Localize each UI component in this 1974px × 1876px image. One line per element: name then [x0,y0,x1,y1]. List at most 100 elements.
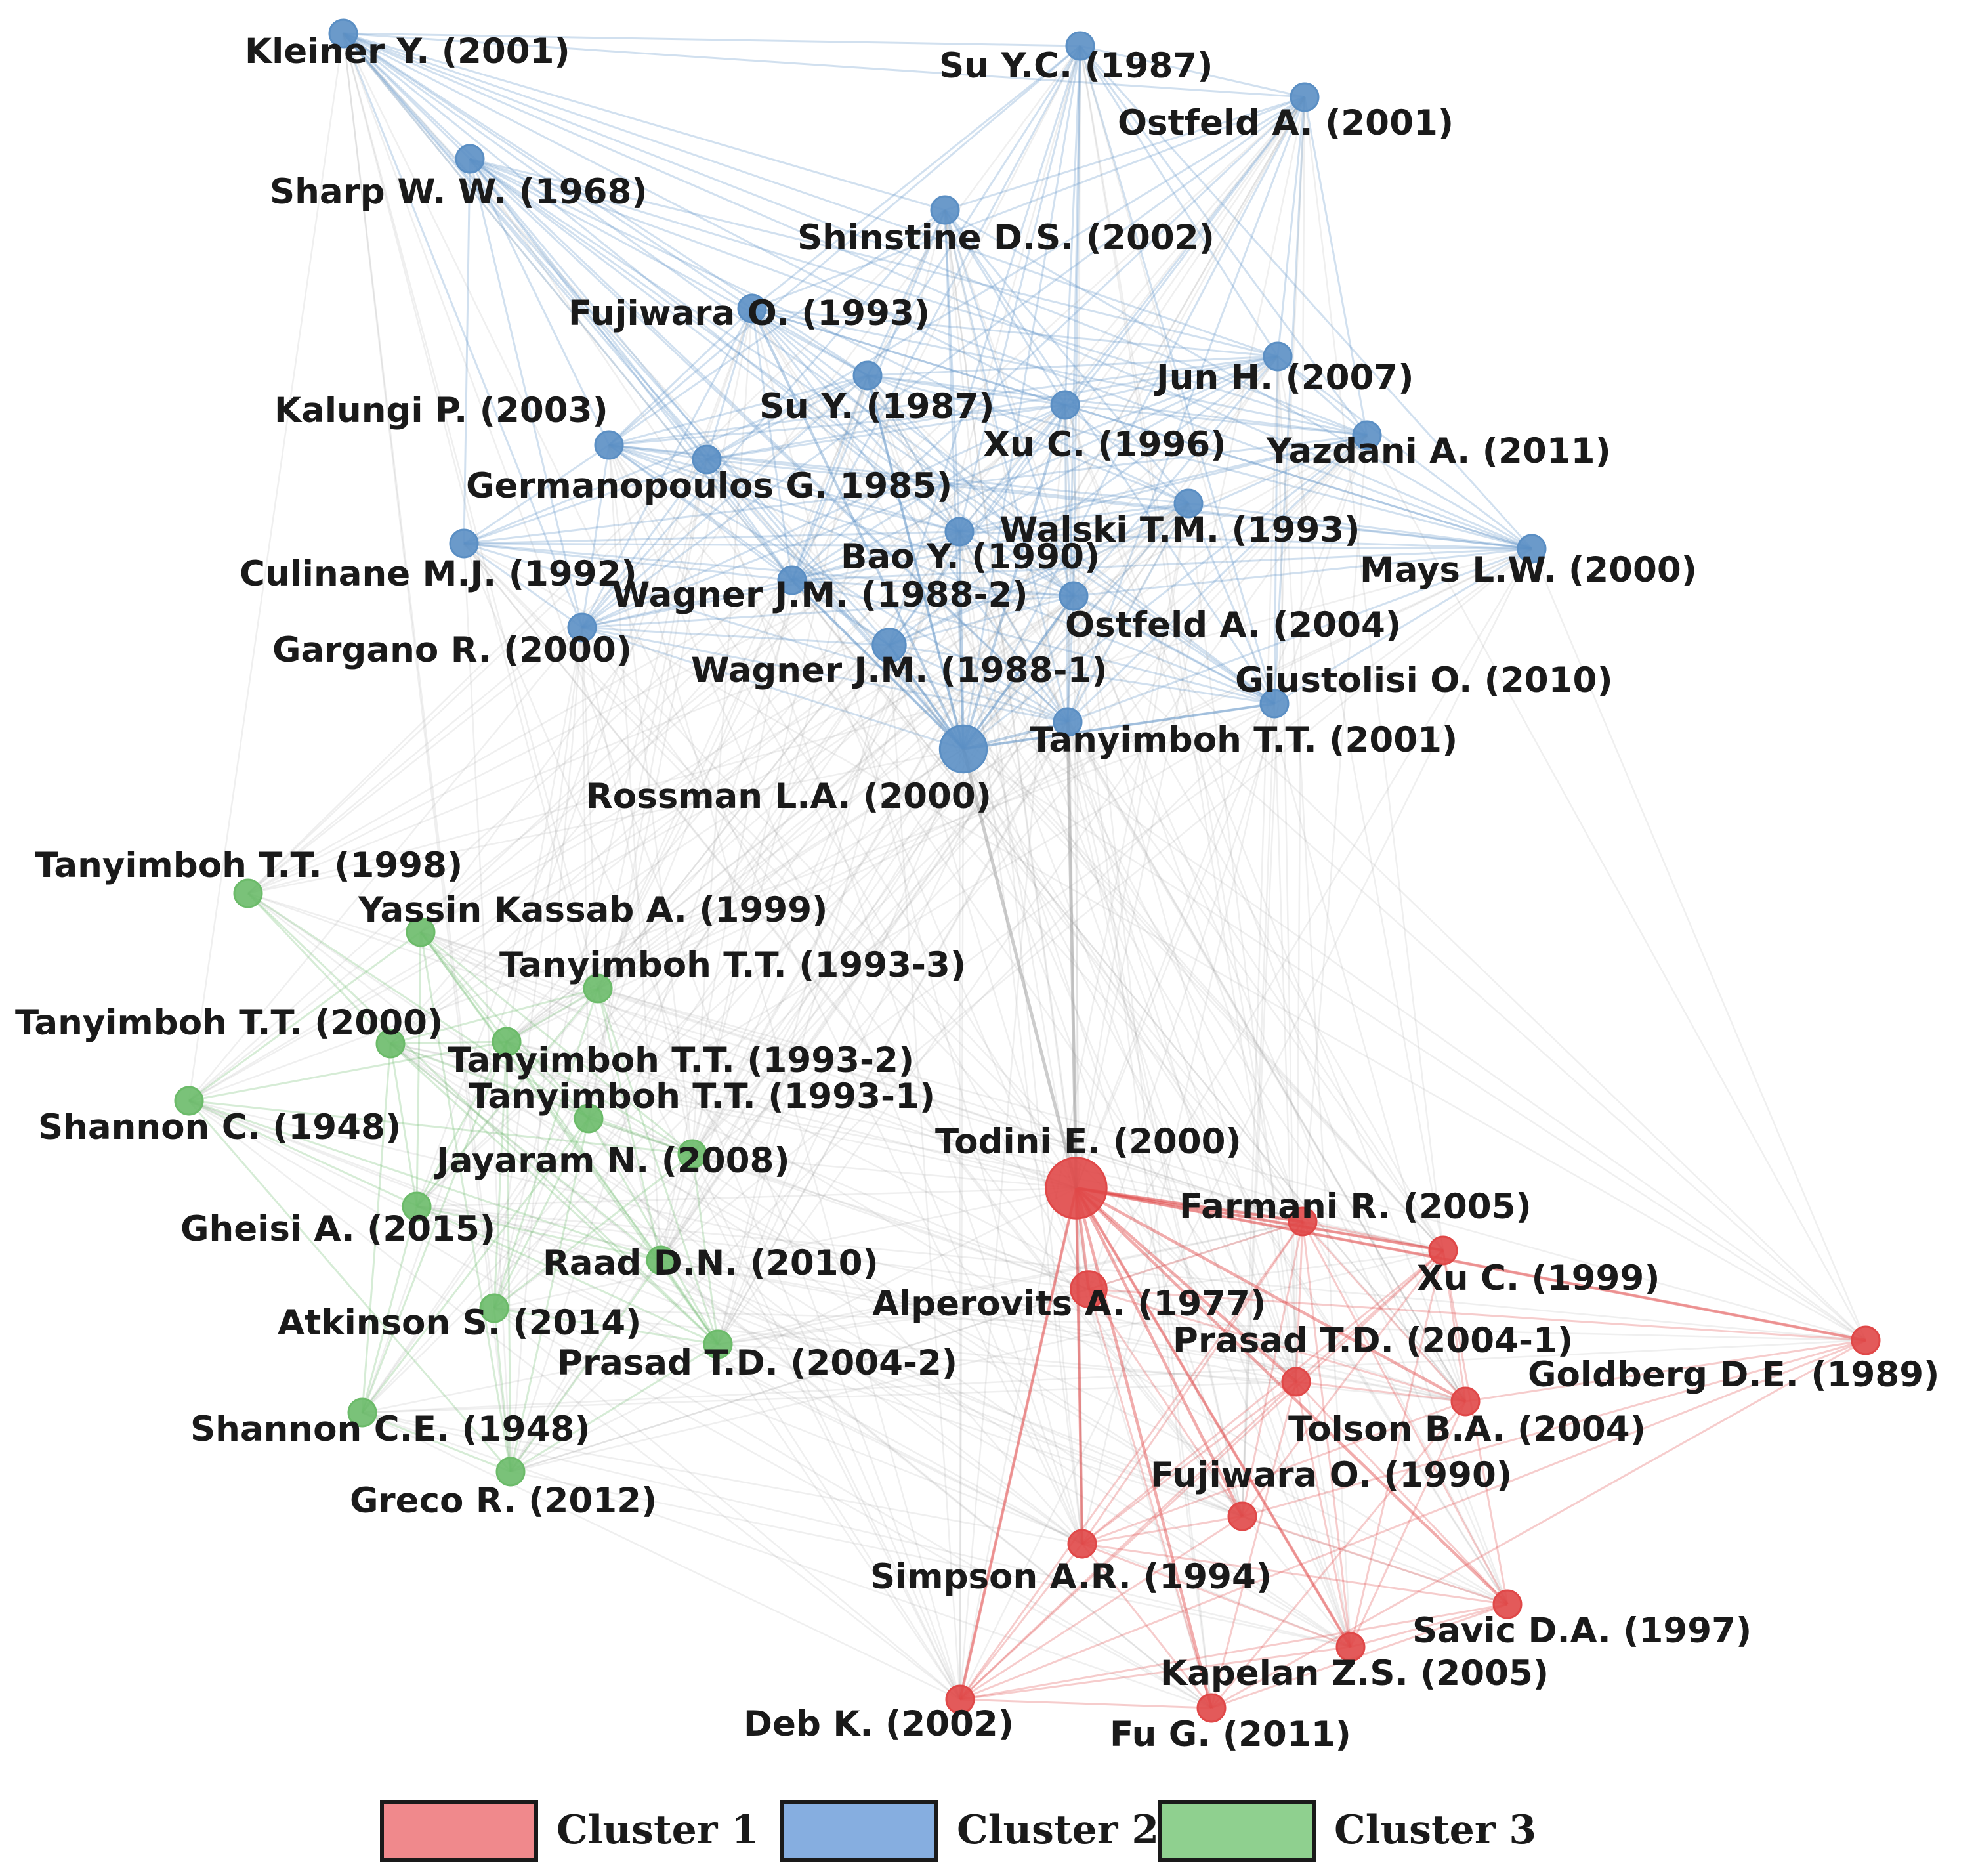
citation-edge [1066,595,1075,723]
citation-edge [1210,1381,1297,1709]
node-ostfeld2004[interactable] [1059,581,1089,611]
node-deb2002[interactable] [945,1684,975,1715]
citation-edge [581,444,610,628]
node-yassin1999[interactable] [406,917,436,947]
node-tanyimboh1993a[interactable] [574,1103,604,1134]
node-jayaram2008[interactable] [677,1139,707,1169]
node-simpson1994[interactable] [1067,1529,1097,1559]
citation-edge [420,502,1189,933]
citation-edge [588,1117,1089,1290]
node-kapelan2005[interactable] [1335,1632,1366,1662]
node-wagner1988b[interactable] [777,565,807,595]
node-suy1987[interactable] [852,360,883,391]
citation-edge [608,444,890,647]
node-mays2000[interactable] [1517,534,1547,564]
node-kleiner2001[interactable] [328,18,358,49]
node-label-gheisi2015: Gheisi A. (2015) [180,1209,495,1249]
node-tanyimboh2000[interactable] [375,1029,406,1059]
node-bao1990[interactable] [944,517,975,547]
citation-edge [962,404,1066,750]
citation-edge [608,444,1074,597]
citation-edge [188,1099,693,1155]
citation-edge [581,626,964,750]
citation-edge [247,892,589,1120]
node-jun2007[interactable] [1263,341,1293,372]
citation-edge [1066,721,1467,1402]
node-shannonc1948[interactable] [174,1086,204,1116]
citation-edge [361,96,1306,1413]
citation-edge [247,893,1083,1545]
citation-edge [597,988,662,1261]
node-wagner1988a[interactable] [872,628,907,663]
node-walski1993[interactable] [1173,488,1204,519]
citation-edge [660,1259,1297,1383]
citation-edge [791,580,1466,1402]
node-todini2000[interactable] [1045,1157,1108,1220]
node-tanyimboh1998[interactable] [233,878,263,908]
citation-edge [944,209,1090,1290]
citation-edge [390,1042,1508,1606]
citation-edge [660,548,1532,1261]
node-tolson2004[interactable] [1450,1386,1480,1417]
citation-edge [608,404,1066,446]
node-tanyimboh1993c[interactable] [583,973,613,1004]
citation-edge [494,1307,719,1346]
citation-edge [494,1153,693,1310]
node-fujiwara1993[interactable] [737,293,767,324]
node-gheisi2015[interactable] [402,1191,432,1222]
citation-edge [469,158,793,581]
citation-edge [959,1543,1083,1700]
node-fu2011[interactable] [1196,1693,1227,1723]
citation-edge [944,209,1276,704]
node-tanyimboh1993b[interactable] [492,1027,522,1057]
citation-edge [944,209,1532,550]
node-fujiwara1990[interactable] [1227,1501,1257,1531]
node-ostfeld2001[interactable] [1290,82,1320,112]
citation-edge [587,308,753,1119]
node-gargano2000[interactable] [567,612,597,643]
node-greco2012[interactable] [495,1457,526,1487]
node-culinane1992[interactable] [449,528,479,559]
citation-edge [1079,45,1368,436]
node-goldberg1989[interactable] [1851,1325,1881,1355]
citation-edge [1465,1339,1866,1403]
node-prasad2004b[interactable] [703,1329,733,1359]
node-label-shannonc1948: Shannon C. (1948) [38,1107,401,1147]
node-sharp1968[interactable] [455,144,485,174]
citation-edge [463,542,793,582]
citation-edge [963,434,1368,750]
citation-edge [587,531,961,1119]
node-germanopoulos1985[interactable] [692,444,722,475]
node-kalungi2003[interactable] [594,430,624,460]
citation-edge [510,1343,719,1473]
citation-edge [1064,355,1278,406]
citation-edge [751,307,1532,550]
citation-edge [1075,1187,1352,1648]
citation-edge [608,444,1532,550]
node-raad2010[interactable] [646,1245,676,1275]
node-rossman2000[interactable] [938,724,988,774]
node-alperovits1977[interactable] [1070,1270,1108,1308]
node-xu1996[interactable] [1050,390,1080,420]
citation-edge [660,1260,1212,1709]
node-prasad2004a[interactable] [1281,1367,1311,1397]
node-shinstine2002[interactable] [930,195,960,225]
node-giustolisi2010[interactable] [1259,689,1290,719]
node-farmani2005[interactable] [1288,1206,1318,1237]
citation-edge [959,1187,1078,1700]
node-shannonce1948[interactable] [347,1397,377,1428]
node-savic1997[interactable] [1492,1589,1522,1619]
citation-edge [188,434,1368,1102]
node-xu1999[interactable] [1428,1235,1458,1266]
citation-edge [608,444,1090,1290]
node-label-fu2011: Fu G. (2011) [1110,1715,1351,1755]
citation-edge [1075,1187,1083,1545]
citation-edge [463,542,1866,1342]
node-suyc1987[interactable] [1065,31,1095,61]
node-yazdani2011[interactable] [1352,420,1382,450]
citation-edge [717,1220,1303,1346]
citation-edge [505,1040,590,1120]
node-atkinson2014[interactable] [479,1293,509,1323]
node-tanyimboh2001[interactable] [1053,707,1083,737]
citation-edge [1064,96,1306,406]
